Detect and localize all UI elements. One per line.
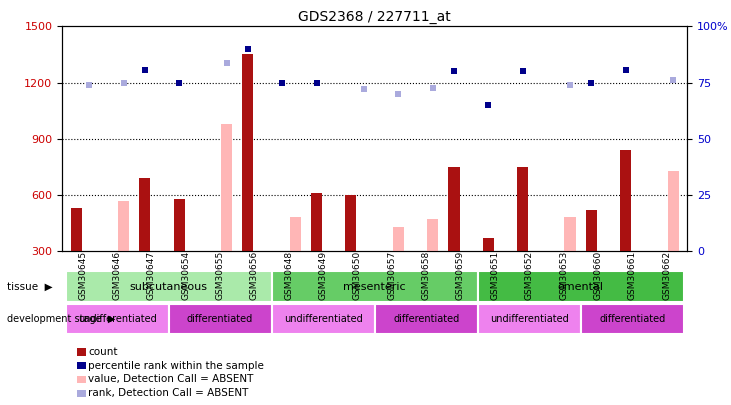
Text: GSM30647: GSM30647 — [147, 251, 156, 300]
Point — [358, 86, 370, 92]
Point — [564, 82, 576, 89]
Bar — [482, 238, 494, 251]
Point — [173, 79, 185, 86]
Bar — [169, 304, 272, 334]
Text: GSM30661: GSM30661 — [628, 251, 637, 301]
Text: GSM30649: GSM30649 — [319, 251, 327, 300]
Text: development stage  ▶: development stage ▶ — [7, 314, 115, 324]
Point — [311, 79, 322, 86]
Text: GSM30648: GSM30648 — [284, 251, 293, 300]
Bar — [620, 150, 631, 251]
Text: GSM30659: GSM30659 — [456, 251, 465, 301]
Text: differentiated: differentiated — [187, 314, 253, 324]
Point — [448, 68, 460, 75]
Text: differentiated: differentiated — [599, 314, 665, 324]
Text: undifferentiated: undifferentiated — [77, 314, 156, 324]
Text: GSM30660: GSM30660 — [594, 251, 602, 301]
Bar — [118, 200, 129, 251]
Text: percentile rank within the sample: percentile rank within the sample — [88, 361, 265, 371]
Text: GSM30656: GSM30656 — [250, 251, 259, 301]
Text: GSM30658: GSM30658 — [422, 251, 431, 301]
Text: subcutaneous: subcutaneous — [129, 281, 208, 292]
Text: GSM30645: GSM30645 — [78, 251, 87, 300]
Bar — [140, 178, 151, 251]
Text: GSM30653: GSM30653 — [559, 251, 568, 301]
Title: GDS2368 / 227711_at: GDS2368 / 227711_at — [298, 10, 451, 24]
Text: undifferentiated: undifferentiated — [284, 314, 363, 324]
Bar — [71, 208, 82, 251]
Point — [667, 77, 679, 83]
Bar — [667, 171, 678, 251]
Point — [242, 45, 254, 52]
Text: GSM30651: GSM30651 — [491, 251, 499, 301]
Point — [393, 90, 404, 97]
Bar — [477, 304, 580, 334]
Text: tissue  ▶: tissue ▶ — [7, 281, 53, 292]
Text: differentiated: differentiated — [393, 314, 459, 324]
Text: GSM30657: GSM30657 — [387, 251, 396, 301]
Bar — [517, 167, 529, 251]
Point — [427, 85, 439, 92]
Point — [276, 79, 288, 86]
Point — [118, 79, 129, 86]
Bar — [564, 217, 575, 251]
Point — [83, 82, 95, 89]
Text: omental: omental — [558, 281, 604, 292]
Bar — [393, 227, 404, 251]
Point — [482, 102, 494, 108]
Point — [139, 67, 151, 74]
Text: GSM30650: GSM30650 — [353, 251, 362, 301]
Bar — [448, 167, 460, 251]
Bar — [375, 304, 477, 334]
Bar — [66, 271, 272, 302]
Bar — [477, 271, 683, 302]
Bar — [272, 304, 375, 334]
Text: GSM30662: GSM30662 — [662, 251, 671, 300]
Text: GSM30652: GSM30652 — [525, 251, 534, 300]
Text: rank, Detection Call = ABSENT: rank, Detection Call = ABSENT — [88, 388, 249, 398]
Text: GSM30646: GSM30646 — [113, 251, 121, 300]
Text: value, Detection Call = ABSENT: value, Detection Call = ABSENT — [88, 375, 254, 384]
Bar — [311, 193, 322, 251]
Bar — [66, 304, 169, 334]
Bar — [289, 217, 301, 251]
Bar — [586, 210, 597, 251]
Text: GSM30655: GSM30655 — [216, 251, 224, 301]
Bar — [272, 271, 477, 302]
Bar — [243, 54, 254, 251]
Bar — [580, 304, 683, 334]
Text: count: count — [88, 347, 118, 357]
Text: mesenteric: mesenteric — [344, 281, 406, 292]
Text: GSM30654: GSM30654 — [181, 251, 190, 300]
Bar — [174, 198, 185, 251]
Point — [517, 68, 529, 75]
Bar — [221, 124, 232, 251]
Bar — [345, 195, 357, 251]
Point — [586, 80, 597, 87]
Point — [620, 67, 632, 74]
Text: undifferentiated: undifferentiated — [490, 314, 569, 324]
Point — [221, 60, 232, 66]
Bar — [427, 219, 438, 251]
